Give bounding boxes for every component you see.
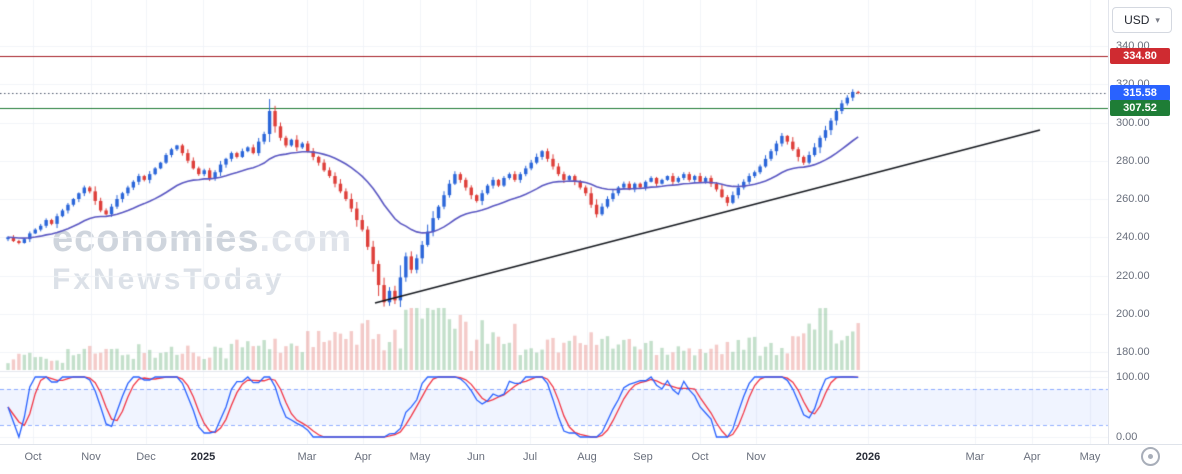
price-tag-resistance: 334.80 [1110, 47, 1170, 64]
price-axis[interactable]: 340.00320.00300.00280.00260.00240.00220.… [1108, 0, 1182, 444]
time-axis-label: Nov [81, 451, 101, 463]
time-axis-label: Mar [965, 451, 985, 463]
time-axis-label: 2025 [190, 451, 216, 463]
time-axis-label: Jul [522, 451, 538, 463]
brand-logo-icon [1141, 447, 1160, 466]
price-axis-label: 240.00 [1116, 231, 1150, 244]
time-axis-label: Apr [354, 451, 372, 463]
time-axis-label: Nov [746, 451, 766, 463]
price-axis-separator [1108, 0, 1109, 444]
time-axis-label: Mar [297, 451, 317, 463]
chevron-down-icon: ▾ [1155, 14, 1160, 25]
time-axis-label: Oct [691, 451, 709, 463]
time-axis[interactable]: Oct Nov Dec 2025 Mar Apr May Jun Jul Aug Sep Oct Nov… [0, 444, 1182, 474]
time-axis-label: Dec [136, 451, 156, 463]
time-axis-label: May [1079, 451, 1101, 463]
price-axis-label: 180.00 [1116, 346, 1150, 358]
time-axis-label: Apr [1023, 451, 1041, 463]
price-axis-label: 220.00 [1116, 269, 1150, 282]
price-axis-label: 200.00 [1116, 307, 1150, 320]
currency-selector[interactable]: USD ▾ [1112, 7, 1172, 33]
price-axis-label: 300.00 [1116, 116, 1150, 129]
price-tag-support: 307.52 [1110, 100, 1170, 117]
time-axis-separator [0, 444, 1182, 445]
time-axis-label: Oct [24, 451, 42, 463]
time-axis-label: Jun [467, 451, 485, 463]
price-axis-label: 260.00 [1116, 193, 1150, 205]
oscillator-axis-label: 0.00 [1116, 431, 1138, 443]
time-axis-label: Aug [577, 451, 597, 463]
time-axis-label: May [409, 451, 431, 463]
price-tag-last-price: 315.58 [1110, 84, 1170, 101]
time-axis-label: Sep [633, 451, 653, 463]
time-axis-label: 2026 [855, 451, 881, 463]
currency-label: USD [1124, 13, 1150, 27]
price-axis-label: 280.00 [1116, 154, 1150, 167]
oscillator-axis-label: 100.00 [1116, 371, 1150, 383]
